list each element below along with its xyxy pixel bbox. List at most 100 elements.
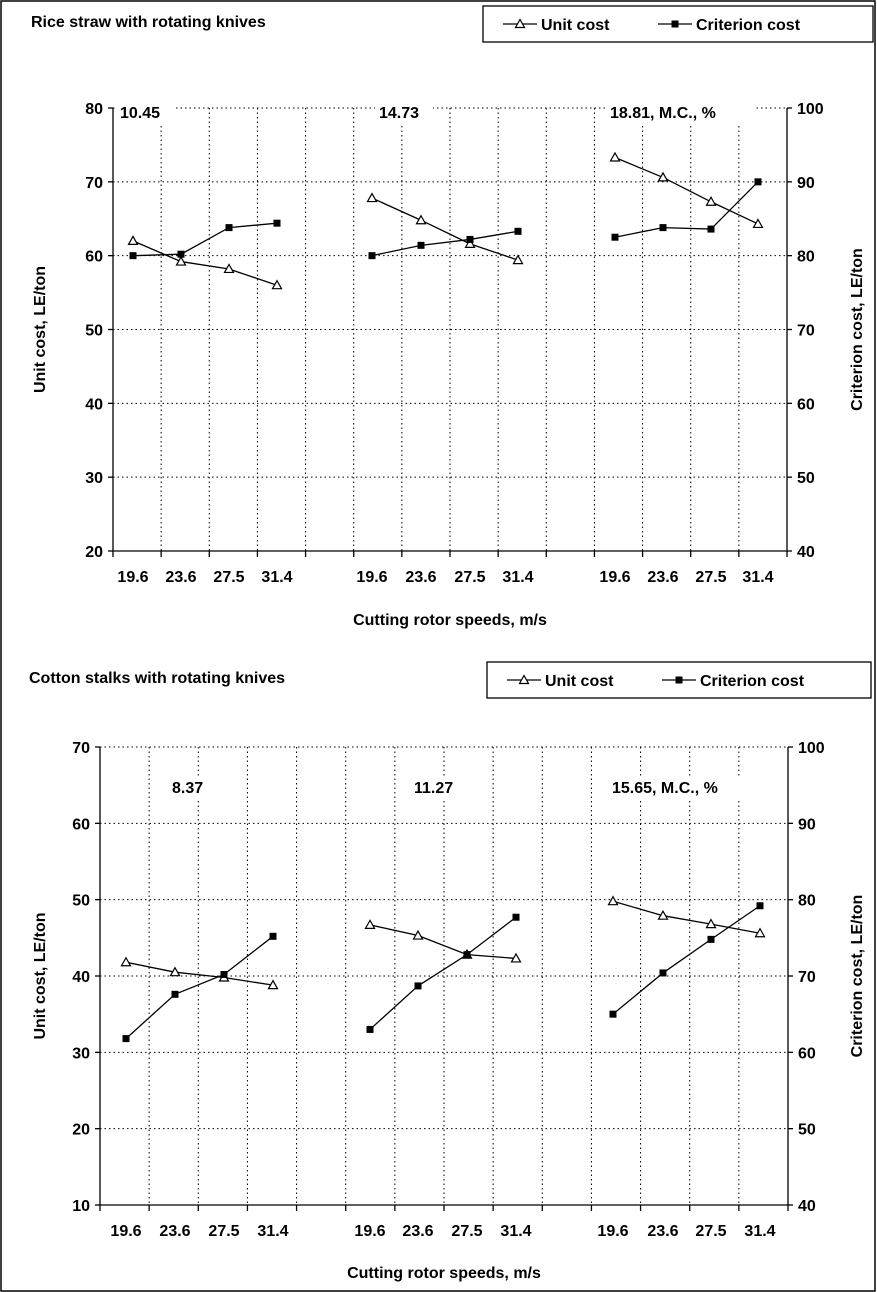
rice-criterion-cost-line xyxy=(614,181,759,238)
cotton-criterion-cost-point xyxy=(707,935,715,943)
rice-unit-cost-point xyxy=(752,218,764,229)
rice-criterion-cost-point xyxy=(368,252,376,260)
rice-xtick-label: 27.5 xyxy=(454,569,485,586)
rice-unit-cost-line xyxy=(371,197,519,261)
cotton-y2tick-label: 100 xyxy=(798,740,825,757)
cotton-group-label: 15.65, M.C., % xyxy=(612,780,718,797)
rice-y2tick-label: 50 xyxy=(797,470,815,487)
cotton-y2tick-label: 80 xyxy=(798,893,816,910)
rice-y2tick-label: 60 xyxy=(797,396,815,413)
cotton-group-label: 11.27 xyxy=(414,780,453,797)
rice-xtick-label: 23.6 xyxy=(647,569,678,586)
rice-unit-cost-point xyxy=(127,235,139,245)
cotton-ytick-label: 70 xyxy=(72,740,90,757)
rice-unit-cost-line xyxy=(614,156,759,225)
cotton-y2tick-label: 70 xyxy=(798,969,816,986)
cotton-criterion-cost-point xyxy=(414,982,422,990)
rice-unit-cost-point xyxy=(464,238,476,248)
rice-unit-cost-point xyxy=(512,254,524,265)
rice-y2tick-label: 90 xyxy=(797,175,815,192)
rice-group-label: 18.81, M.C., % xyxy=(610,105,716,122)
rice-y2-axis-label: Criterion cost, LE/ton xyxy=(849,248,866,411)
cotton-group-label-bg xyxy=(168,777,216,798)
cotton-ytick-label: 40 xyxy=(72,969,90,986)
cotton-unit-cost-line xyxy=(125,961,274,986)
cotton-ytick-label: 20 xyxy=(72,1122,90,1139)
rice-xtick-label: 31.4 xyxy=(502,569,533,586)
cotton-criterion-cost-point xyxy=(122,1035,130,1043)
cotton-xtick-label: 31.4 xyxy=(744,1223,775,1240)
rice-legend-criterion-cost-marker xyxy=(671,20,679,28)
rice-y2tick-label: 70 xyxy=(797,323,815,340)
cotton-ytick-label: 50 xyxy=(72,893,90,910)
cotton-criterion-cost-point xyxy=(609,1010,617,1018)
rice-unit-cost-point xyxy=(366,192,378,203)
cotton-unit-cost-point xyxy=(267,979,279,990)
cotton-y2tick-label: 50 xyxy=(798,1122,816,1139)
rice-unit-cost-point xyxy=(705,196,717,206)
cotton-xtick-label: 23.6 xyxy=(159,1223,190,1240)
rice-xtick-label: 31.4 xyxy=(261,569,292,586)
rice-xtick-label: 23.6 xyxy=(165,569,196,586)
cotton-group-label-bg xyxy=(410,777,468,798)
cotton-stalks-chart: 10 20 30 40 50 60 70 40 50 60 70 80 90 100 Cotton stal… xyxy=(29,661,872,1282)
rice-chart-title: Rice straw with rotating knives xyxy=(31,14,266,31)
rice-ytick-label: 40 xyxy=(85,396,103,413)
cotton-unit-cost-point xyxy=(510,952,522,963)
cotton-criterion-cost-line xyxy=(369,916,517,1030)
rice-criterion-cost-point xyxy=(754,178,762,186)
rice-ytick-label: 50 xyxy=(85,323,103,340)
cotton-y-axis-label: Unit cost, LE/ton xyxy=(32,912,49,1039)
rice-y2tick-label: 80 xyxy=(797,249,815,266)
rice-unit-cost-point xyxy=(175,255,187,266)
cotton-criterion-cost-point xyxy=(171,990,179,998)
rice-unit-cost-point xyxy=(657,171,669,182)
cotton-xtick-label: 23.6 xyxy=(402,1223,433,1240)
cotton-criterion-cost-point xyxy=(220,970,228,978)
cotton-criterion-cost-point xyxy=(269,932,277,940)
rice-unit-cost-point xyxy=(271,279,283,290)
rice-xtick-label: 31.4 xyxy=(742,569,773,586)
rice-criterion-cost-point xyxy=(225,224,233,232)
rice-unit-cost-point xyxy=(223,263,235,274)
rice-xtick-label: 27.5 xyxy=(213,569,244,586)
cotton-unit-cost-point xyxy=(169,966,181,977)
rice-legend-unit-cost-marker xyxy=(514,18,526,29)
cotton-unit-cost-point xyxy=(657,909,669,920)
cotton-y2tick-label: 90 xyxy=(798,816,816,833)
cotton-criterion-cost-point xyxy=(659,969,667,977)
cotton-xtick-label: 19.6 xyxy=(354,1223,385,1240)
rice-unit-cost-line xyxy=(132,240,278,286)
cotton-criterion-cost-line xyxy=(125,935,274,1040)
rice-criterion-cost-point xyxy=(514,227,522,235)
rice-xtick-label: 23.6 xyxy=(405,569,436,586)
rice-ytick-label: 70 xyxy=(85,175,103,192)
cotton-unit-cost-point xyxy=(607,895,619,906)
cotton-unit-cost-point xyxy=(705,918,717,929)
rice-group-label: 10.45 xyxy=(120,105,160,122)
cotton-y2-axis-label: Criterion cost, LE/ton xyxy=(849,895,866,1058)
rice-xtick-label: 19.6 xyxy=(117,569,148,586)
cotton-xtick-label: 31.4 xyxy=(500,1223,531,1240)
cotton-legend-criterion-cost-label: Criterion cost xyxy=(700,673,805,690)
rice-y2tick-label: 40 xyxy=(797,544,815,561)
cotton-ytick-label: 60 xyxy=(72,816,90,833)
cotton-ytick-label: 10 xyxy=(72,1198,90,1215)
rice-group-label-bg xyxy=(606,102,754,123)
rice-unit-cost-point xyxy=(415,214,427,225)
cotton-xtick-label: 23.6 xyxy=(647,1223,678,1240)
cotton-unit-cost-line xyxy=(369,924,517,960)
cotton-group-label: 8.37 xyxy=(172,780,203,797)
rice-xtick-label: 19.6 xyxy=(599,569,630,586)
cotton-y2tick-label: 60 xyxy=(798,1045,816,1062)
rice-ytick-label: 20 xyxy=(85,544,103,561)
rice-criterion-cost-line xyxy=(132,222,278,257)
cotton-criterion-cost-point xyxy=(463,951,471,959)
rice-xtick-label: 19.6 xyxy=(356,569,387,586)
rice-criterion-cost-point xyxy=(273,219,281,227)
rice-ytick-label: 80 xyxy=(85,101,103,118)
rice-legend-unit-cost-label: Unit cost xyxy=(541,17,610,34)
cotton-unit-cost-point xyxy=(364,919,376,929)
cotton-unit-cost-line xyxy=(612,900,761,934)
